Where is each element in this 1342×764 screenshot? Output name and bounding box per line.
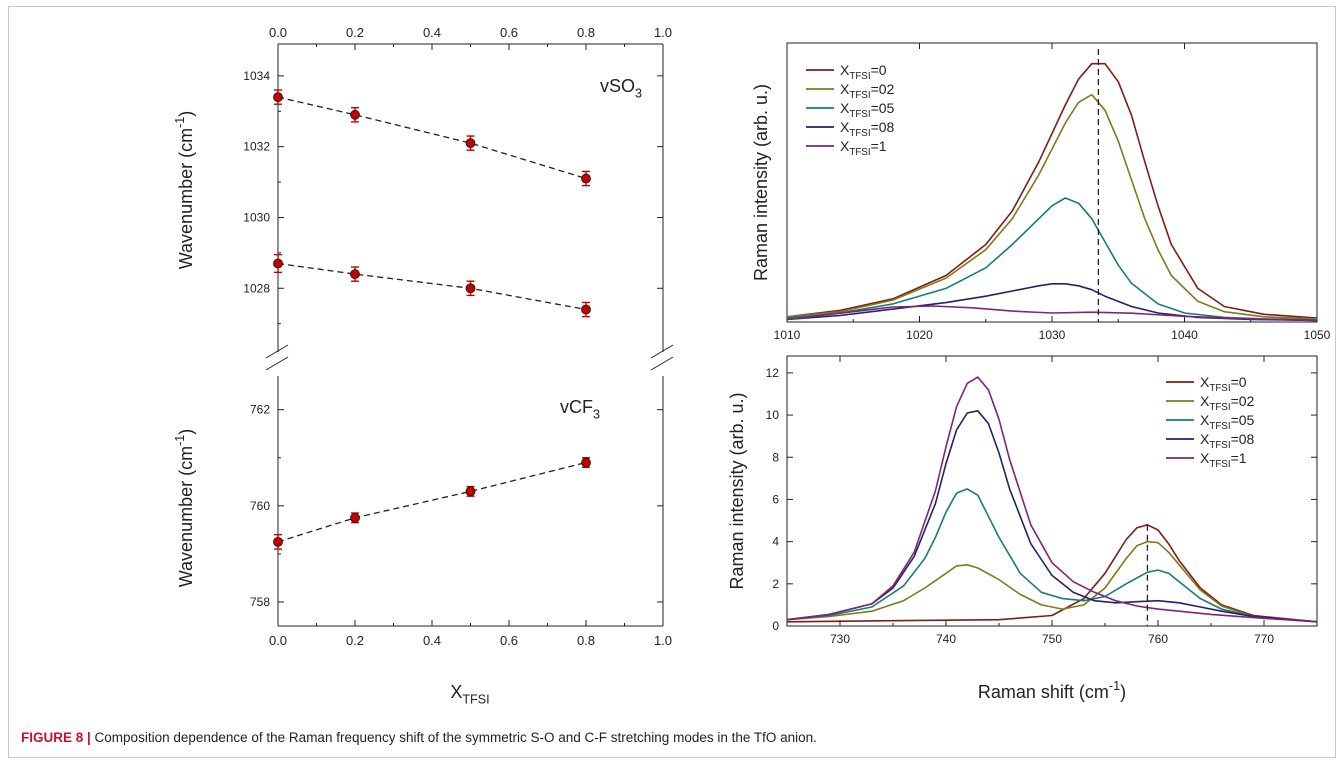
right-bottom-ytick-label: 6	[772, 492, 779, 506]
right-bottom-series-line-1	[786, 540, 1318, 623]
right-bottom-ytick-label: 10	[766, 408, 780, 422]
left-top-xtick-label: 0.8	[577, 25, 595, 40]
right-bottom-xtick-label: 740	[936, 632, 956, 646]
left-top-xtick-label: 0.6	[500, 25, 518, 40]
right-bottom-ytick-label: 12	[766, 366, 780, 380]
right-top-series-line-4	[786, 305, 1318, 322]
left-bottom-xtick-label: 0.2	[346, 633, 364, 648]
left-top-data-point	[350, 269, 360, 280]
right-bottom-legend-label-0: XTFSI=0	[1200, 374, 1247, 394]
axis-break-mark-0-b	[265, 356, 289, 371]
left-bottom-xtick-label: 0.6	[500, 633, 518, 648]
left-bottom-data-point	[273, 536, 283, 547]
left-bottom-xtick-label: 0.0	[269, 633, 287, 648]
left-top-data-point	[465, 283, 476, 294]
annotation-vcf3: vCF3	[560, 397, 600, 421]
right-top-series-line-2	[786, 197, 1318, 321]
left-bottom-ytick-label: 762	[250, 403, 270, 417]
right-top-legend-label-3: XTFSI=08	[840, 119, 895, 139]
left-bottom-xtick-label: 0.4	[423, 633, 441, 648]
left-top-data-point	[273, 258, 283, 269]
right-top-series-line-3	[786, 283, 1318, 322]
right-bottom-ylabel: Raman intensity (arb. u.)	[727, 392, 747, 589]
left-top-fit-line-0	[277, 96, 587, 180]
left-bottom-ytick-label: 760	[250, 499, 270, 513]
right-bottom-ytick-label: 0	[772, 619, 779, 633]
left-bottom-xtick-label: 0.8	[577, 633, 595, 648]
right-bottom-xtick-label: 750	[1042, 632, 1062, 646]
axis-break-mark-1-b	[650, 356, 674, 371]
right-bottom-xtick-label: 760	[1148, 632, 1168, 646]
right-bottom-legend-label-1: XTFSI=02	[1200, 393, 1255, 413]
right-bottom-legend-label-3: XTFSI=08	[1200, 431, 1255, 451]
annotation-vso3: vSO3	[600, 76, 642, 100]
left-top-xtick-label: 0.0	[269, 25, 287, 40]
left-top-ytick-label: 1032	[243, 140, 270, 154]
left-bottom-data-point	[350, 512, 360, 523]
left-top-xtick-label: 1.0	[654, 25, 672, 40]
right-bottom-ytick-label: 8	[772, 450, 779, 464]
right-bottom-series-line-3	[786, 410, 1318, 623]
left-bottom-xtick-label: 1.0	[654, 633, 672, 648]
left-bottom-ylabel: Wavenumber (cm-1)	[173, 429, 196, 588]
left-top-data-point	[273, 92, 283, 103]
right-top-series-line-0	[786, 62, 1318, 319]
right-bottom-series-line-0	[786, 524, 1318, 623]
right-bottom-series-line-2	[786, 488, 1318, 623]
left-bottom-ytick-label: 758	[250, 595, 270, 609]
caption-text: Composition dependence of the Raman freq…	[90, 730, 817, 745]
right-bottom-ytick-label: 4	[772, 535, 779, 549]
right-bottom-legend-label-4: XTFSI=1	[1200, 450, 1247, 470]
right-bottom-ytick-label: 2	[772, 577, 779, 591]
left-bottom-data-point	[581, 457, 591, 468]
right-bottom-series-line-4	[786, 376, 1318, 623]
right-top-legend-label-1: XTFSI=02	[840, 81, 895, 101]
axis-break-mark-1-a	[650, 344, 674, 359]
right-top-ylabel: Raman intensity (arb. u.)	[751, 84, 771, 281]
right-top-xtick-label: 1020	[906, 328, 933, 342]
right-top-legend-label-4: XTFSI=1	[840, 138, 887, 158]
left-top-xtick-label: 0.2	[346, 25, 364, 40]
left-bottom-xlabel: XTFSI	[450, 682, 489, 706]
left-top-ylabel: Wavenumber (cm-1)	[173, 111, 196, 270]
right-bottom-xtick-label: 730	[830, 632, 850, 646]
caption-label: FIGURE 8 |	[21, 730, 91, 745]
left-top-data-point	[465, 138, 476, 149]
left-top-data-point	[581, 304, 591, 315]
right-top-legend-label-0: XTFSI=0	[840, 62, 887, 82]
left-top-fit-line-1	[277, 262, 587, 311]
right-bottom-xtick-label: 770	[1254, 632, 1274, 646]
left-top-data-point	[581, 173, 591, 184]
left-top-data-point	[350, 109, 360, 120]
left-top-xtick-label: 0.4	[423, 25, 441, 40]
right-top-xtick-label: 1030	[1039, 328, 1066, 342]
figure-caption: FIGURE 8 | Composition dependence of the…	[21, 729, 1321, 747]
right-bottom-xlabel: Raman shift (cm-1)	[978, 679, 1126, 702]
left-top-ytick-label: 1034	[243, 69, 270, 83]
right-bottom-legend-label-2: XTFSI=05	[1200, 412, 1255, 432]
axis-break-mark-0-a	[265, 344, 289, 359]
right-top-xtick-label: 1010	[774, 328, 801, 342]
left-top-ytick-label: 1028	[243, 281, 270, 295]
left-top-ytick-label: 1030	[243, 210, 270, 224]
right-top-legend-label-2: XTFSI=05	[840, 100, 895, 120]
right-top-xtick-label: 1040	[1171, 328, 1198, 342]
left-bottom-fit-line-0	[277, 461, 587, 543]
figure-frame	[8, 6, 1336, 758]
left-bottom-data-point	[465, 486, 476, 497]
right-top-plot-frame	[786, 42, 1318, 323]
right-top-xtick-label: 1050	[1304, 328, 1331, 342]
